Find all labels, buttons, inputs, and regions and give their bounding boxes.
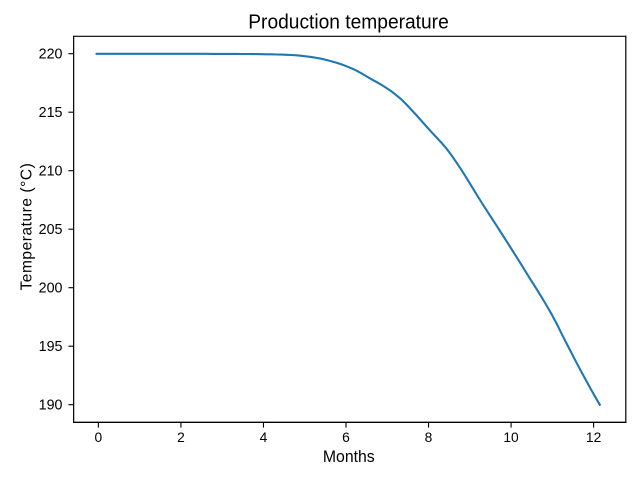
svg-text:Temperature (°C): Temperature (°C) [19, 163, 36, 291]
svg-text:200: 200 [39, 281, 63, 297]
svg-text:6: 6 [342, 430, 350, 445]
svg-text:220: 220 [39, 47, 63, 63]
svg-text:195: 195 [39, 339, 63, 355]
svg-text:10: 10 [503, 430, 519, 445]
svg-text:Production temperature: Production temperature [248, 11, 449, 34]
svg-text:2: 2 [177, 430, 185, 445]
svg-text:12: 12 [586, 430, 601, 445]
svg-text:205: 205 [39, 222, 63, 238]
svg-text:210: 210 [39, 164, 63, 180]
svg-text:8: 8 [425, 430, 433, 445]
svg-text:190: 190 [39, 398, 63, 414]
svg-text:4: 4 [260, 430, 268, 445]
svg-text:Months: Months [323, 448, 375, 466]
svg-text:0: 0 [95, 430, 103, 445]
svg-text:215: 215 [39, 105, 63, 121]
